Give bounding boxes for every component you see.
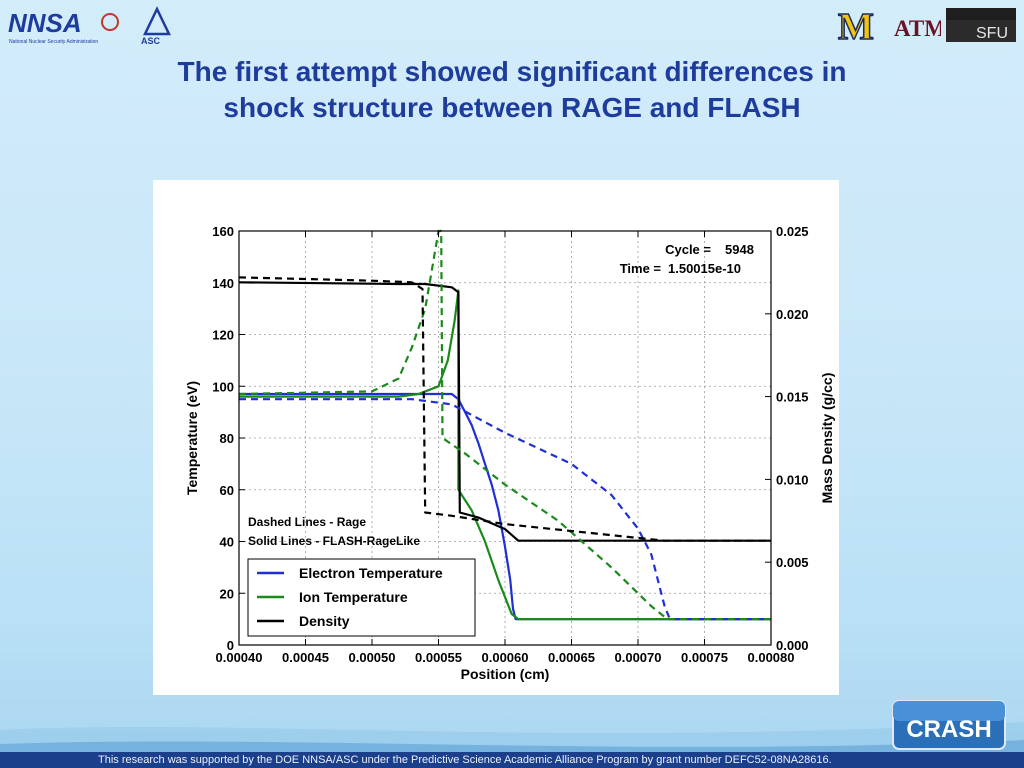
x-tick-label: 0.00045 <box>282 650 329 665</box>
y-axis-label: Temperature (eV) <box>184 381 200 495</box>
y-tick-label: 20 <box>220 586 234 601</box>
nnsa-logo-text: NNSA <box>8 8 82 38</box>
x-tick-label: 0.00055 <box>415 650 462 665</box>
shock-structure-chart: 0.00040 0.00045 0.00050 0.00055 0.00060 0.000… <box>184 224 835 682</box>
x-axis-label: Position (cm) <box>461 666 550 682</box>
axis-ticks: 0.00040 0.00045 0.00050 0.00055 0.00060 0.000… <box>212 224 808 665</box>
x-tick-label: 0.00070 <box>615 650 662 665</box>
note-dashed-lines: Dashed Lines - Rage <box>248 515 366 529</box>
legend: Electron Temperature Ion Temperature Densi… <box>247 558 476 637</box>
tamu-logo-text: ATM <box>894 16 941 41</box>
legend-box <box>247 558 476 637</box>
nnsa-logo-subtext: National Nuclear Security Administration <box>9 39 98 45</box>
y-tick-label: 40 <box>220 535 234 550</box>
series-electron-temperature-rage <box>239 398 771 621</box>
umich-logo: M <box>837 6 874 44</box>
x-tick-label: 0.00050 <box>349 650 396 665</box>
page-title: The first attempt showed significant dif… <box>0 54 1024 126</box>
series-lines <box>238 229 771 621</box>
page-title-line-2: shock structure between RAGE and FLASH <box>223 92 801 123</box>
page-title-line-1: The first attempt showed significant dif… <box>177 56 847 87</box>
crash-logo: CRASH <box>892 700 1006 750</box>
tamu-logo: ATM <box>894 16 941 41</box>
x-tick-label: 0.00065 <box>548 650 595 665</box>
y-tick-label: 120 <box>212 328 234 343</box>
footer-text: This research was supported by the DOE N… <box>98 754 832 766</box>
cycle-label: Cycle = <box>665 242 711 257</box>
x-tick-label: 0.00060 <box>482 650 529 665</box>
y2-tick-label: 0.010 <box>776 472 809 487</box>
x-tick-label: 0.00075 <box>681 650 728 665</box>
y2-tick-label: 0.020 <box>776 307 809 322</box>
crash-logo-text: CRASH <box>906 716 991 743</box>
footer-bar: This research was supported by the DOE N… <box>0 752 1024 768</box>
y2-axis-label: Mass Density (g/cc) <box>819 373 835 504</box>
x-tick-label: 0.00040 <box>216 650 263 665</box>
grid-lines <box>239 231 771 645</box>
chart-panel: 0.00040 0.00045 0.00050 0.00055 0.00060 0.000… <box>153 180 839 695</box>
y-tick-label: 0 <box>227 638 234 653</box>
sfu-logo-text: SFU <box>976 25 1008 42</box>
nnsa-logo: NNSA National Nuclear Security Administr… <box>8 8 119 45</box>
legend-label: Ion Temperature <box>299 589 408 605</box>
y2-tick-label: 0.015 <box>776 390 809 405</box>
series-ion-temperature-rage <box>238 229 771 621</box>
y-tick-label: 140 <box>212 276 234 291</box>
note-solid-lines: Solid Lines - FLASH-RageLike <box>248 534 420 548</box>
sfu-logo: SFU <box>946 8 1016 42</box>
cycle-value: 5948 <box>725 242 754 257</box>
y2-tick-label: 0.025 <box>776 224 809 239</box>
y2-tick-label: 0.000 <box>776 638 809 653</box>
y-tick-label: 60 <box>220 483 234 498</box>
y-tick-label: 100 <box>212 379 234 394</box>
series-density-flash-ragelike <box>238 281 771 542</box>
x-tick-label: 0.00080 <box>748 650 795 665</box>
legend-label: Density <box>299 613 350 629</box>
umich-logo-text: M <box>838 6 874 44</box>
time-value: 1.50015e-10 <box>668 261 741 276</box>
y-tick-label: 160 <box>212 224 234 239</box>
legend-label: Electron Temperature <box>299 565 443 581</box>
y2-tick-label: 0.005 <box>776 555 809 570</box>
series-density-rage <box>238 276 771 542</box>
legend-items: Electron Temperature Ion Temperature Densi… <box>257 565 443 629</box>
time-label: Time = <box>620 261 662 276</box>
y-tick-label: 80 <box>220 431 234 446</box>
asc-logo: ASC <box>141 6 171 46</box>
asc-logo-text: ASC <box>141 36 161 46</box>
